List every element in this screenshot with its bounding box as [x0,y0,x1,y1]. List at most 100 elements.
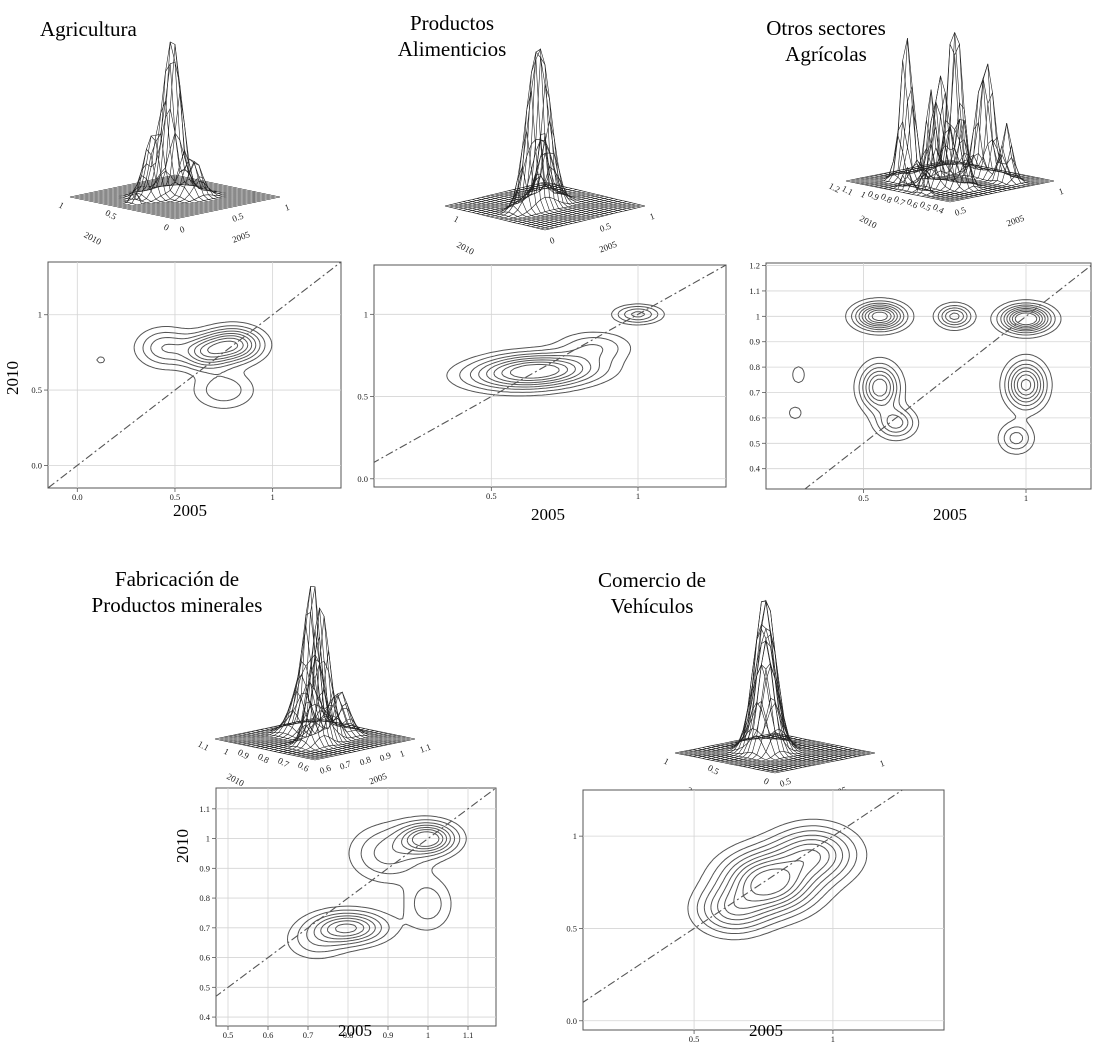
contour-line [703,830,850,930]
contour-line [469,308,653,390]
surface-tick-label: 1.1 [840,183,855,197]
contour-plot: 0.0 0.5 1 0.0 0.5 1 2005 2010 [3,261,342,520]
panel-title: Alimenticios [398,37,507,61]
y-tick-label: 0.5 [357,392,368,402]
surface-gridline [214,738,316,761]
surface-gridline [752,728,853,758]
surface-axis-label: 2010 [82,230,103,248]
contour-line [509,363,560,379]
surface-tick-label: 1 [859,189,868,200]
surface-tick-label: 1 [283,202,291,213]
y-axis-label: 2010 [173,829,192,863]
contour-line [742,860,804,902]
diagonal-line [48,262,341,488]
surface-tick-label: 0.7 [276,755,291,769]
surface-gridline [112,135,219,211]
contour-line [334,831,440,934]
contour-line [478,311,646,388]
contour-line [194,335,249,361]
plot-frame [215,787,497,1027]
contour-line [687,818,868,941]
surface-gridline [747,702,848,759]
panel-title: Agrícolas [785,42,867,66]
surface-gridline [674,752,776,774]
contour-line [717,839,837,921]
surface-gridline [251,666,352,753]
surface-tick-label: 0.5 [918,199,933,213]
surface-gridline [935,102,1040,185]
surface-gridline [146,149,252,204]
contour-line [142,325,266,402]
surface-gridline [869,173,974,198]
surface-tick-label: 1 [662,756,671,767]
surface-plot: 1.1 1 0.9 0.8 0.7 0.6 2010 0.6 0.7 0.8 0.9 1 1.1 2005 [196,586,432,789]
surface-gridline [269,650,370,749]
y-tick-label: 0.5 [31,385,42,395]
surface-gridline [305,715,406,742]
contour-line [161,330,257,366]
x-tick-label: 0.5 [170,492,181,502]
surface-gridline [141,92,247,205]
contour-plot: 0.5 1 0.0 0.5 1 2005 [566,789,945,1044]
surface-gridline [940,152,1045,184]
surface-tick-label: 0.7 [892,194,907,208]
surface-gridline [314,717,416,740]
contour-line [724,843,830,916]
surface-gridline [706,623,807,760]
surface-gridline [860,177,965,200]
surface-gridline [888,104,993,194]
surface-tick-label: 0.5 [778,775,792,788]
contour-line [789,297,1062,455]
y-tick-label: 0.0 [31,460,42,470]
y-tick-label: 0.9 [199,863,210,873]
surface-tick-label: 0 [762,776,771,787]
y-tick-label: 1 [206,834,210,844]
surface-gridline [458,202,559,227]
contour-line [313,824,451,943]
surface-tick-label: 0.5 [598,220,612,233]
surface-tick-label: 1 [648,211,656,222]
contour-plot: 0.5 1 0.4 0.5 0.6 0.7 0.8 0.9 1 1.1 1.2 2005 [749,261,1092,524]
y-tick-label: 1.1 [749,286,760,296]
surface-tick-label: 0.5 [104,208,119,222]
surface-tick-label: 1 [398,748,406,759]
surface-tick-label: 0.6 [318,762,332,775]
x-axis-label: 2005 [933,505,967,524]
x-tick-label: 0.6 [263,1030,274,1040]
surface-gridline [237,733,338,756]
y-tick-label: 1 [573,831,577,841]
surface-gridline [684,750,785,772]
surface-tick-label: 0.5 [953,204,967,217]
surface-gridline [697,748,798,769]
contour-line [851,300,1056,450]
surface-gridline [540,182,641,208]
surface-gridline [531,185,632,210]
surface-gridline [874,135,979,197]
surface-axis-label: 2010 [225,771,246,789]
contour-line [864,307,1043,397]
surface-tick-label: 0.9 [378,750,392,763]
contour-line [858,304,1049,429]
surface-gridline [224,736,325,759]
plot-frame [582,789,945,1031]
contour-line [446,303,665,397]
contour-layer [216,788,496,997]
surface-gridline [108,148,214,212]
surface-tick-label: 0.9 [236,747,251,761]
surface-gridline [774,732,876,754]
panel-title: Productos [410,11,494,35]
surface-gridline [508,152,609,215]
contour-layer [374,265,726,463]
contour-line [96,321,273,409]
surface-gridline [907,89,1012,190]
surface-gridline [117,133,223,210]
contour-line [493,359,576,384]
surface-gridline [84,193,190,217]
surface-gridline [738,640,839,761]
surface-gridline [504,120,605,217]
surface-gridline [160,177,266,201]
contour-line [297,819,461,953]
contour-line [306,822,456,947]
